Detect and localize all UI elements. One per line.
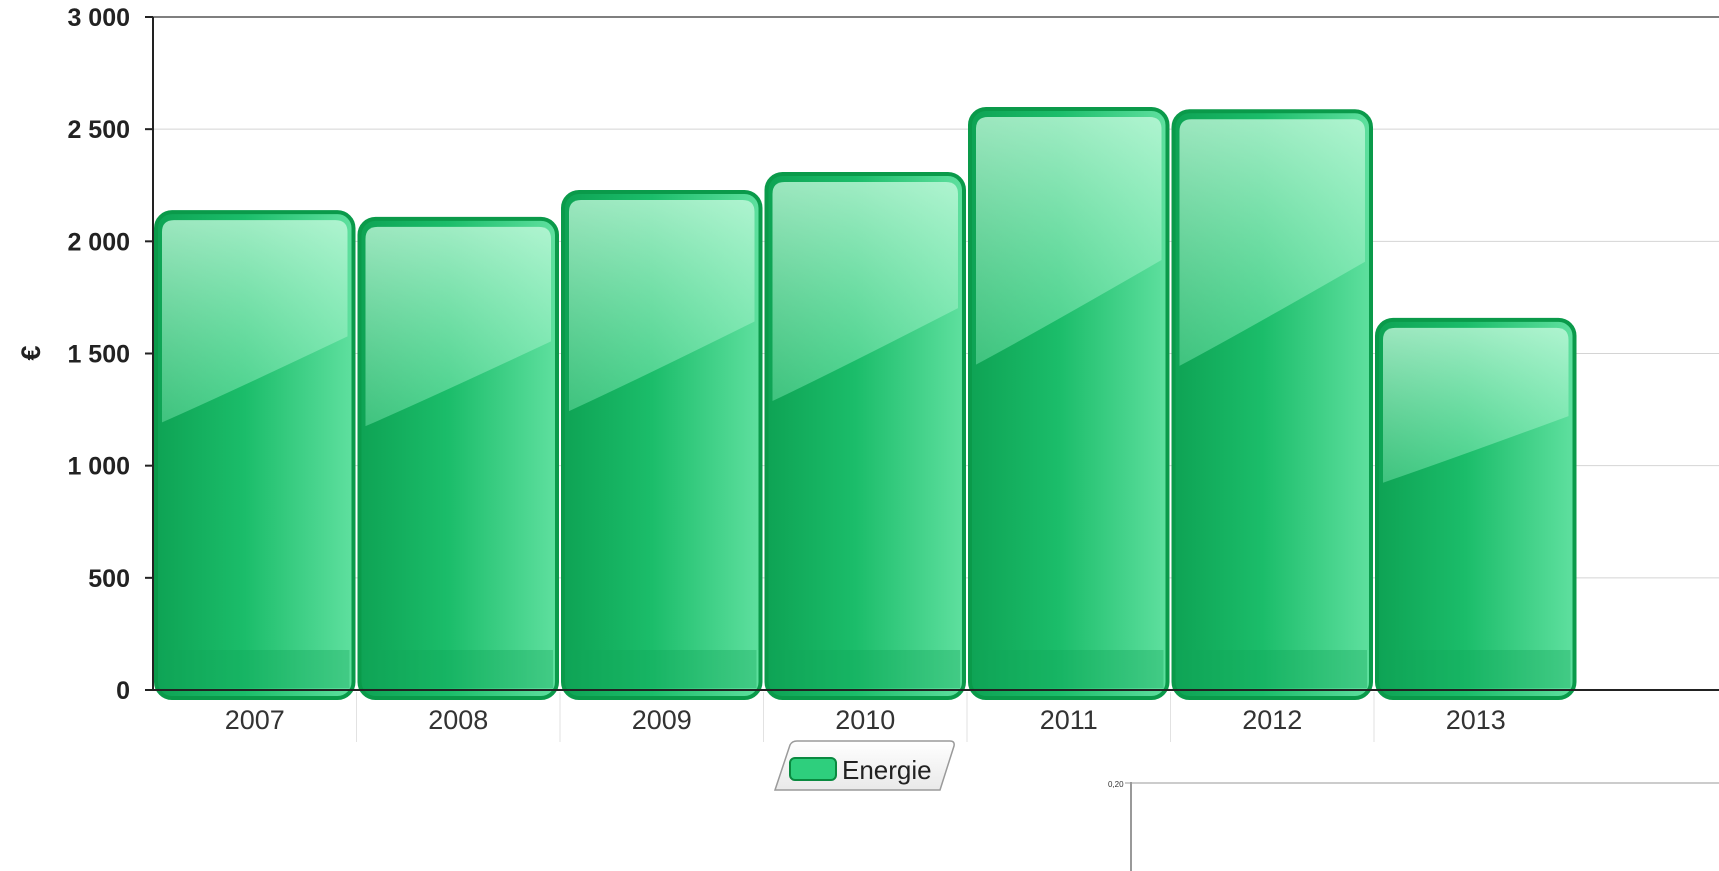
bar-base-shade (1381, 650, 1571, 688)
y-tick-label: 0 (116, 677, 130, 705)
bar-highlight (365, 226, 551, 427)
bar-highlight (162, 220, 348, 423)
bar-base-shade (1177, 650, 1367, 688)
x-tick-label: 2007 (225, 705, 285, 735)
inset-chart-fragment: 0,20 (1108, 780, 1719, 871)
y-tick-label: 2 500 (67, 116, 130, 144)
bar-base-shade (567, 650, 757, 688)
bar-2009[interactable] (561, 189, 763, 700)
y-tick-label: 3 000 (67, 4, 130, 32)
bar-base-shade (160, 650, 350, 688)
y-tick-label: 500 (88, 565, 130, 593)
bar-2010[interactable] (764, 172, 966, 701)
y-axis-ticks: 0 500 1 000 1 500 2 000 2 500 3 000 (67, 4, 153, 705)
x-tick-label: 2010 (835, 705, 895, 735)
y-tick-label: 1 000 (67, 453, 130, 481)
bar-highlight (772, 182, 958, 402)
x-tick-label: 2012 (1242, 705, 1302, 735)
x-axis-ticks: 2007 2008 2009 2010 2011 2012 2013 (225, 692, 1506, 742)
bar-highlight (1179, 119, 1365, 366)
legend[interactable]: Energie (773, 740, 955, 791)
x-tick-label: 2008 (428, 705, 488, 735)
bar-base-shade (770, 650, 960, 688)
legend-label-energie: Energie (842, 755, 932, 785)
y-axis-label: € (16, 345, 46, 360)
bar-base-shade (974, 650, 1164, 688)
bar-2008[interactable] (357, 216, 559, 700)
bar-base-shade (363, 650, 553, 688)
x-tick-label: 2011 (1040, 705, 1098, 735)
inset-tick-label: 0,20 (1108, 780, 1124, 789)
legend-swatch-energie (789, 757, 837, 781)
y-tick-label: 2 000 (67, 228, 130, 256)
bar-highlight (976, 116, 1162, 365)
x-tick-label: 2009 (632, 705, 692, 735)
bar-2013[interactable] (1375, 317, 1577, 700)
x-tick-label: 2013 (1446, 705, 1506, 735)
y-tick-label: 1 500 (67, 341, 130, 369)
bar-2007[interactable] (154, 210, 356, 700)
bar-highlight (569, 199, 755, 412)
bars (154, 106, 1577, 701)
bar-2012[interactable] (1171, 109, 1373, 701)
bar-2011[interactable] (968, 106, 1170, 700)
bar-highlight (1383, 327, 1569, 483)
